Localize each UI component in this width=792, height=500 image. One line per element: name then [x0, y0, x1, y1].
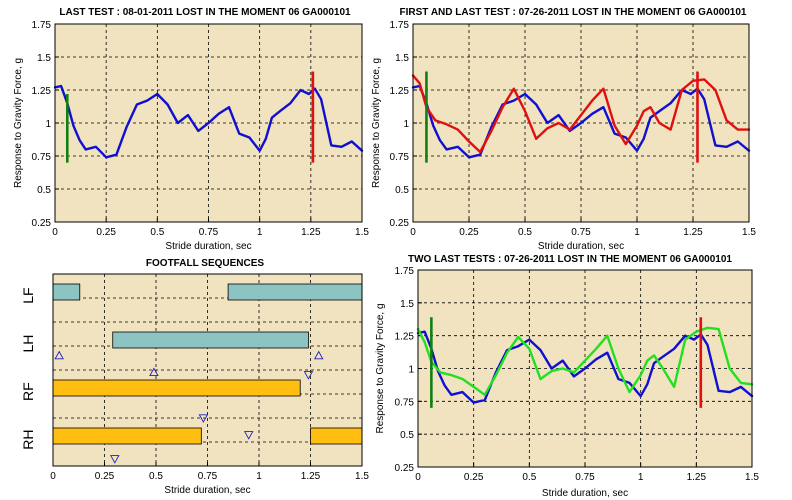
x-tick-label: 0 [52, 227, 58, 238]
y-tick-label: 0.5 [395, 185, 409, 196]
y-tick-label: 1.75 [395, 266, 415, 277]
event-marker-down [303, 371, 314, 380]
chart-title: FIRST AND LAST TEST : 07-26-2011 LOST IN… [400, 7, 747, 18]
x-tick-label: 0.25 [96, 227, 116, 238]
x-tick-label: 0.5 [518, 227, 532, 238]
y-tick-label: 1.5 [395, 53, 409, 64]
y-tick-label: 0.5 [400, 430, 414, 441]
x-tick-label: 0 [50, 471, 56, 482]
x-tick-label: 0.25 [464, 472, 484, 483]
event-marker-down [243, 431, 254, 440]
x-tick-label: 0.5 [150, 227, 164, 238]
x-tick-label: 1.5 [745, 472, 759, 483]
event-marker-down [198, 414, 209, 423]
x-tick-label: 0.75 [571, 227, 591, 238]
y-tick-label: 1.25 [395, 332, 415, 343]
x-tick-label: 1 [634, 227, 640, 238]
x-tick-label: 1.25 [687, 472, 707, 483]
chart-title: FOOTFALL SEQUENCES [146, 258, 264, 269]
y-tick-label: 0.25 [390, 218, 410, 229]
event-marker-up [313, 350, 324, 360]
series-line-blue [53, 84, 364, 159]
y-tick-label: 0.25 [395, 463, 415, 474]
series-line-green [416, 326, 754, 396]
x-tick-label: 0.75 [198, 471, 218, 482]
y-axis-label: Response to Gravity Force, g [371, 58, 382, 188]
chart-title: LAST TEST : 08-01-2011 LOST IN THE MOMEN… [59, 7, 351, 18]
x-tick-label: 1.5 [355, 227, 369, 238]
y-tick-label: 0.75 [395, 397, 415, 408]
x-tick-label: 0.5 [149, 471, 163, 482]
y-tick-label: 1.75 [390, 20, 410, 31]
x-tick-label: 0.75 [575, 472, 595, 483]
y-axis-label: Response to Gravity Force, g [13, 58, 24, 188]
x-axis-label: Stride duration, sec [538, 241, 624, 252]
x-tick-label: 0.5 [522, 472, 536, 483]
y-tick-label: 1.5 [37, 53, 51, 64]
y-tick-label: 0.25 [32, 218, 52, 229]
x-tick-label: 1.25 [683, 227, 703, 238]
x-tick-label: 1 [638, 472, 644, 483]
y-tick-label: 1.5 [400, 299, 414, 310]
plot-border [52, 273, 363, 467]
x-tick-label: 1.25 [301, 227, 321, 238]
x-tick-label: 1 [256, 471, 262, 482]
x-tick-label: 1.25 [301, 471, 321, 482]
footfall-bar-lh [112, 331, 309, 349]
y-tick-label: 0.75 [390, 152, 410, 163]
y-axis-label: Response to Gravity Force, g [375, 303, 386, 433]
footfall-bar-rf [52, 379, 301, 397]
x-axis-label: Stride duration, sec [542, 488, 628, 499]
x-tick-label: 0.75 [199, 227, 219, 238]
y-tick-label: 1 [408, 365, 414, 376]
footfall-bar-rh [52, 427, 202, 445]
limb-label-lf: LF [20, 287, 36, 303]
y-tick-label: 1.25 [32, 86, 52, 97]
x-tick-label: 1.5 [742, 227, 756, 238]
y-tick-label: 1.25 [390, 86, 410, 97]
footfall-bar-rh [310, 427, 363, 445]
x-tick-label: 1 [257, 227, 263, 238]
footfall-bar-lf [227, 283, 363, 301]
y-tick-label: 0.5 [37, 185, 51, 196]
x-axis-label: Stride duration, sec [165, 241, 251, 252]
x-tick-label: 1.5 [355, 471, 369, 482]
x-axis-label: Stride duration, sec [164, 485, 250, 496]
x-tick-label: 0 [415, 472, 421, 483]
y-tick-label: 1 [403, 119, 409, 130]
plot-border [417, 269, 753, 468]
plot-border [54, 23, 363, 223]
series-line-red [411, 74, 751, 154]
x-tick-label: 0.25 [95, 471, 115, 482]
limb-label-rh: RH [20, 429, 36, 449]
x-tick-label: 0 [410, 227, 416, 238]
limb-label-rf: RF [20, 382, 36, 401]
y-tick-label: 0.75 [32, 152, 52, 163]
footfall-bar-lf [52, 283, 81, 301]
y-tick-label: 1 [45, 119, 51, 130]
event-marker-up [54, 350, 64, 360]
x-tick-label: 0.25 [459, 227, 479, 238]
limb-label-lh: LH [20, 335, 36, 353]
event-marker-down [110, 455, 120, 464]
plot-border [412, 23, 750, 223]
chart-title: TWO LAST TESTS : 07-26-2011 LOST IN THE … [408, 254, 732, 265]
series-line-blue [411, 84, 751, 159]
event-marker-up [149, 367, 159, 377]
y-tick-label: 1.75 [32, 20, 52, 31]
series-line-blue [416, 330, 754, 404]
